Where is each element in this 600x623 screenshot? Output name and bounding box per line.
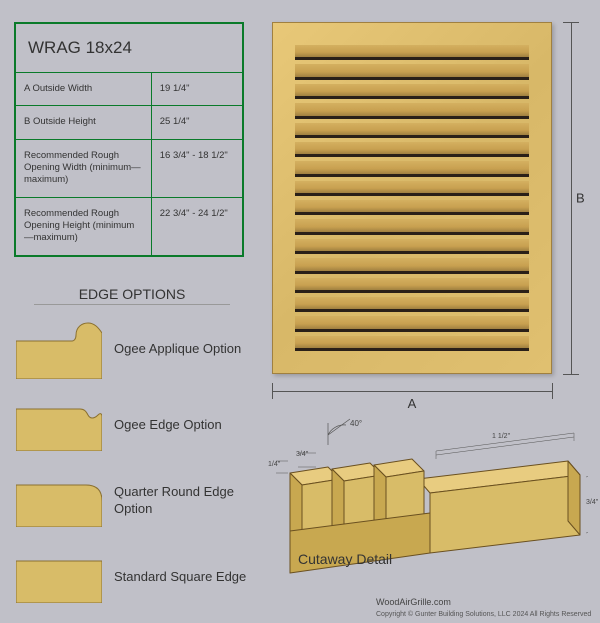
cutaway-dim-height: 3/4" (586, 499, 598, 506)
grille-slat (295, 278, 529, 293)
edge-options-title: EDGE OPTIONS (34, 286, 230, 305)
edge-profile-quarter-round (14, 470, 104, 532)
grille-slat (295, 103, 529, 118)
edge-option-row: Ogee Edge Option (14, 387, 250, 463)
grille-slat (295, 64, 529, 79)
edge-option-label: Quarter Round Edge Option (104, 484, 250, 518)
cutaway-angle: 40° (350, 419, 362, 428)
edge-profile-ogee-edge (14, 394, 104, 456)
edge-options-panel: EDGE OPTIONS Ogee Applique Option Ogee E… (14, 286, 250, 615)
grille-slat (295, 336, 529, 351)
grille-slat (295, 84, 529, 99)
edge-option-label: Standard Square Edge (104, 569, 250, 586)
dim-a-label: A (408, 396, 417, 411)
edge-option-row: Quarter Round Edge Option (14, 463, 250, 539)
spec-table: WRAG 18x24 A Outside Width 19 1/4" B Out… (14, 22, 244, 257)
grille-slat (295, 239, 529, 254)
grille-slat (295, 161, 529, 176)
footer-site: WoodAirGrille.com (376, 597, 451, 607)
grille-slat (295, 316, 529, 331)
spec-row: Recommended Rough Opening Width (minimum… (16, 140, 242, 198)
grille-slats (295, 45, 529, 351)
edge-option-label: Ogee Edge Option (104, 417, 250, 434)
grille-slat (295, 200, 529, 215)
spec-value: 16 3/4" - 18 1/2" (152, 140, 242, 197)
spec-value: 22 3/4" - 24 1/2" (152, 198, 242, 255)
spec-row: Recommended Rough Opening Height (minimu… (16, 198, 242, 255)
edge-option-row: Ogee Applique Option (14, 311, 250, 387)
spec-label: Recommended Rough Opening Height (minimu… (16, 198, 152, 255)
dim-b-label: B (576, 191, 585, 206)
spec-row: B Outside Height 25 1/4" (16, 106, 242, 139)
dimension-b: B (562, 22, 580, 374)
grille-slat (295, 45, 529, 60)
grille-slat (295, 123, 529, 138)
grille-slat (295, 258, 529, 273)
grille-slat (295, 181, 529, 196)
product-title: WRAG 18x24 (16, 24, 242, 73)
cutaway-label: Cutaway Detail (298, 551, 392, 567)
grille-illustration (272, 22, 552, 374)
grille-slat (295, 297, 529, 312)
dimension-a: A (272, 382, 552, 400)
spec-label: A Outside Width (16, 73, 152, 105)
cutaway-dim-left1: 1/4" (268, 461, 280, 468)
edge-option-label: Ogee Applique Option (104, 341, 250, 358)
spec-value: 25 1/4" (152, 106, 242, 138)
spec-label: B Outside Height (16, 106, 152, 138)
cutaway-dim-left2: 3/4" (296, 451, 308, 458)
grille-slat (295, 142, 529, 157)
cutaway-detail: 40° 1/4" 3/4" 1 1/2" 3/4" Cutaway Detail (268, 415, 588, 615)
spec-row: A Outside Width 19 1/4" (16, 73, 242, 106)
footer-copyright: Copyright © Gunter Building Solutions, L… (376, 611, 591, 618)
spec-label: Recommended Rough Opening Width (minimum… (16, 140, 152, 197)
edge-profile-ogee-applique (14, 318, 104, 380)
edge-option-row: Standard Square Edge (14, 539, 250, 615)
spec-value: 19 1/4" (152, 73, 242, 105)
grille-slat (295, 219, 529, 234)
cutaway-dim-width: 1 1/2" (492, 433, 510, 440)
edge-profile-square (14, 546, 104, 608)
